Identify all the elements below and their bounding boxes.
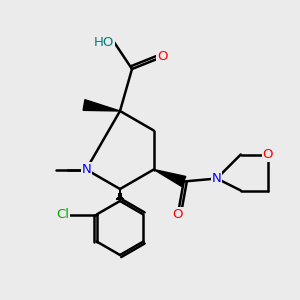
Text: Cl: Cl (57, 208, 70, 221)
Polygon shape (83, 100, 120, 111)
Text: O: O (172, 208, 183, 221)
Text: HO: HO (94, 35, 114, 49)
Text: N: N (212, 172, 222, 185)
Text: N: N (81, 163, 91, 176)
Text: O: O (262, 148, 273, 161)
Text: O: O (157, 50, 167, 64)
Polygon shape (154, 169, 186, 187)
